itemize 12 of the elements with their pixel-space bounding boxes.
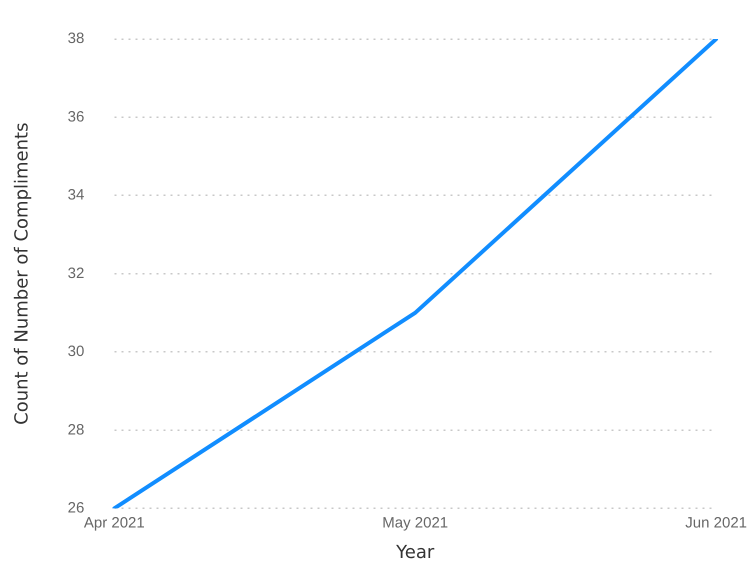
y-tick-label: 34: [68, 186, 84, 204]
y-tick-label: 38: [68, 30, 84, 48]
y-tick-label: 28: [68, 421, 84, 438]
y-axis-title: Count of Number of Compliments: [11, 122, 32, 425]
x-tick-label: Jun 2021: [685, 514, 748, 532]
x-axis-title: Year: [395, 542, 435, 563]
x-tick-label: May 2021: [382, 514, 448, 532]
y-tick-label: 36: [68, 108, 84, 126]
y-tick-label: 32: [68, 264, 84, 282]
x-tick-label: Apr 2021: [84, 514, 145, 532]
y-tick-label: 26: [68, 500, 84, 517]
y-tick-label: 30: [68, 343, 84, 360]
